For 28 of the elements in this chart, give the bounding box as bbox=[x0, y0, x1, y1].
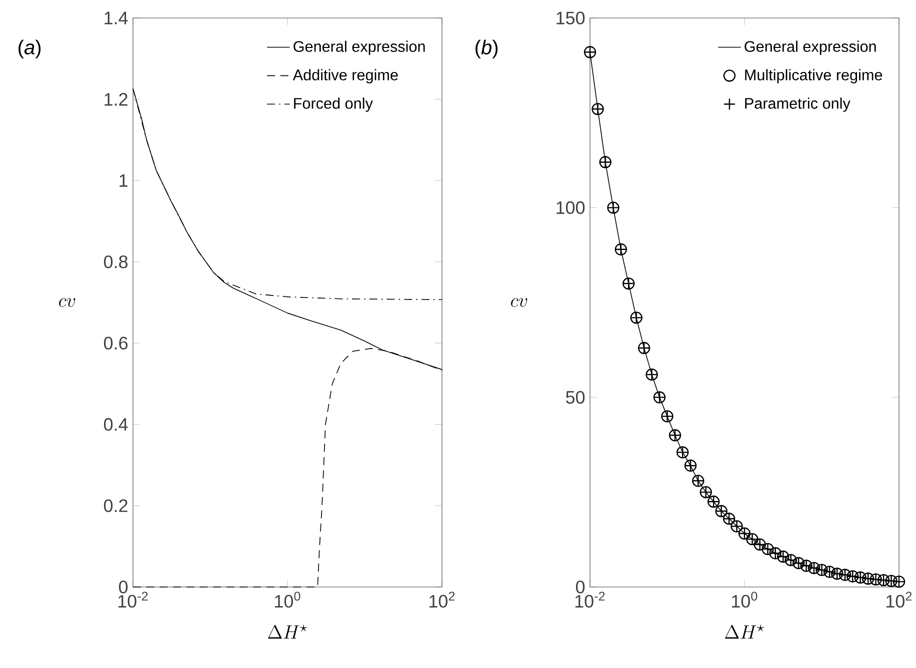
y-tick-label: 150 bbox=[556, 12, 585, 24]
y-tick-label: 50 bbox=[566, 390, 585, 404]
legend-label: General expression bbox=[744, 40, 876, 55]
y-tick-label: 0.8 bbox=[104, 255, 128, 268]
y-tick-label: 100 bbox=[556, 201, 585, 214]
y-tick-label: 0.2 bbox=[104, 499, 128, 512]
legend-label: General expression bbox=[294, 40, 425, 55]
y-tick-label: 1.2 bbox=[104, 93, 128, 106]
y-tick-label: 1.4 bbox=[104, 12, 128, 24]
y-tick-label: 1 bbox=[120, 174, 128, 187]
legend-label: Forced only bbox=[294, 98, 373, 112]
x-tick-label: 10$^{0}$ bbox=[732, 592, 758, 608]
y-axis-title: $cv$ bbox=[59, 298, 76, 307]
y-axis-title: $cv$ bbox=[511, 298, 528, 307]
y-tick-label: 0.6 bbox=[104, 336, 128, 350]
y-tick-label: 0 bbox=[576, 580, 585, 594]
x-tick-label: 10$^{0}$ bbox=[275, 592, 300, 608]
legend-label: Additive regime bbox=[292, 69, 398, 84]
x-tick-label: 10$^{2}$ bbox=[430, 592, 455, 608]
x-axis-title: $\Delta H^{\star}$ bbox=[725, 624, 764, 639]
x-axis-title: $\Delta H^{\star}$ bbox=[268, 624, 308, 639]
x-tick-label: 10$^{2}$ bbox=[886, 592, 912, 608]
y-tick-label: 0 bbox=[118, 580, 128, 594]
legend-label: Parametric only bbox=[745, 98, 850, 112]
legend-label: Multiplicative regime bbox=[745, 69, 882, 84]
text: (b) bbox=[476, 40, 498, 58]
text: (a) bbox=[18, 40, 41, 58]
y-tick-label: 0.4 bbox=[104, 418, 128, 431]
